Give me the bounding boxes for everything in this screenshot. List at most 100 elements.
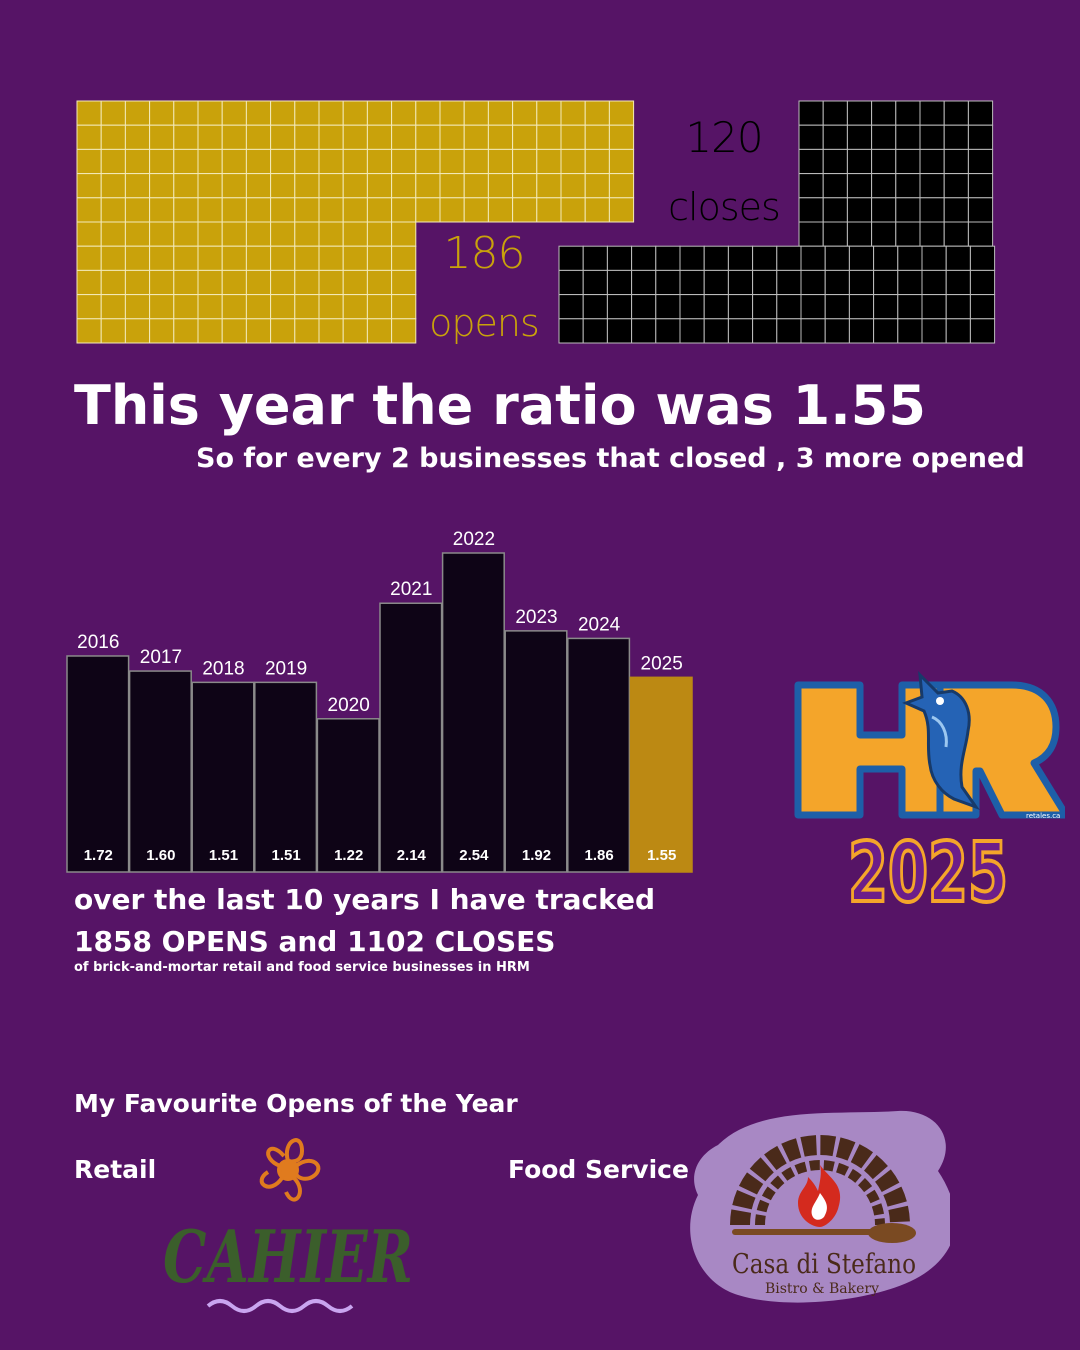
closes-cell [822, 100, 848, 126]
closes-count: 120 [685, 113, 762, 162]
closes-cell [969, 318, 996, 344]
opens-cell [439, 197, 465, 223]
opens-cell [608, 100, 635, 126]
bar-value-label: 2.54 [459, 847, 489, 864]
opens-cell [173, 148, 199, 175]
opens-cell [221, 197, 247, 223]
closes-cell [895, 221, 921, 247]
opens-cell [391, 269, 417, 296]
opens-cell [173, 197, 199, 223]
closes-cell [921, 318, 947, 344]
opens-cell [294, 100, 320, 126]
closes-cell [848, 245, 875, 271]
closes-cell [871, 197, 897, 223]
closes-cell [919, 148, 945, 175]
opens-cell [391, 245, 417, 271]
bar-2019 [254, 681, 318, 873]
closes-cell [558, 245, 584, 271]
closes-waffle-grid [558, 100, 996, 344]
opens-cell [197, 173, 223, 199]
closes-cell [582, 318, 608, 344]
bar-value-label: 1.51 [271, 847, 300, 864]
closes-cell [967, 173, 994, 199]
closes-cell [798, 124, 824, 150]
bar-2020 [316, 718, 380, 873]
waffle-chart: 186 opens 120 closes [76, 100, 996, 345]
opens-cell [366, 173, 393, 199]
bar-value-label: 1.72 [84, 847, 113, 864]
bar-year-label: 2018 [202, 658, 244, 679]
summary-line-1: over the last 10 years I have tracked [74, 883, 656, 916]
opens-cell [245, 124, 272, 150]
closes-cell [822, 173, 848, 199]
bar-2017 [128, 670, 192, 873]
opens-cell [512, 100, 538, 126]
opens-cell [584, 148, 610, 175]
closes-cell [967, 197, 994, 223]
closes-cell [822, 221, 848, 247]
opens-cell [487, 197, 514, 223]
opens-cell [294, 245, 320, 271]
opens-cell [124, 245, 151, 271]
casa-wordmark: Casa di Stefano [732, 1249, 916, 1280]
closes-cell [943, 173, 969, 199]
summary-line-2: 1858 OPENS and 1102 CLOSES [74, 925, 556, 958]
closes-cell [679, 245, 705, 271]
opens-cell [560, 148, 586, 175]
opens-cell [366, 124, 393, 150]
opens-cell [173, 173, 199, 199]
hr-logo-small-text: retales.ca [1026, 812, 1060, 820]
closes-cell [897, 294, 923, 320]
closes-cell [752, 269, 778, 296]
pizza-peel-icon [732, 1223, 916, 1243]
closes-cell [967, 100, 994, 126]
opens-cell [391, 221, 417, 247]
opens-cell [415, 197, 441, 223]
opens-cell [512, 197, 538, 223]
opens-cell [197, 221, 223, 247]
bar-value-label: 1.22 [334, 847, 363, 864]
opens-label: opens [429, 301, 539, 345]
closes-cell [606, 318, 633, 344]
opens-cell [318, 221, 344, 247]
closes-cell [824, 318, 850, 344]
bar-value-label: 1.55 [647, 847, 676, 864]
bar-2021 [379, 602, 443, 873]
bar-value-label: 2.14 [397, 847, 427, 864]
opens-cell [391, 100, 417, 126]
closes-cell [895, 173, 921, 199]
opens-cell [173, 245, 199, 271]
opens-cell [342, 173, 368, 199]
closes-cell [558, 318, 584, 344]
headline: This year the ratio was 1.55 [74, 374, 926, 437]
opens-cell [463, 197, 489, 223]
opens-cell [173, 221, 199, 247]
opens-cell [584, 124, 610, 150]
closes-cell [873, 269, 899, 296]
opens-cell [318, 318, 344, 344]
opens-cell [270, 173, 296, 199]
opens-cell [608, 197, 635, 223]
oven-arch-icon [730, 1135, 910, 1226]
hr-2025-logo: retales.ca 2025 [794, 671, 1065, 915]
opens-cell [197, 197, 223, 223]
opens-cell [197, 318, 223, 344]
opens-cell [173, 318, 199, 344]
closes-cell [824, 269, 850, 296]
bar-2022 [441, 552, 505, 873]
casa-subtitle: Bistro & Bakery [765, 1281, 879, 1297]
closes-cell [919, 100, 945, 126]
food-service-label: Food Service [508, 1155, 689, 1184]
bar-value-label: 1.51 [209, 847, 238, 864]
opens-cell [221, 269, 247, 296]
bar-2016 [66, 655, 130, 873]
opens-cell [76, 221, 102, 247]
opens-cell [197, 269, 223, 296]
closes-cell [967, 124, 994, 150]
opens-cell [342, 221, 368, 247]
opens-cell [149, 294, 175, 320]
opens-cell [342, 269, 368, 296]
opens-cell [245, 173, 272, 199]
closes-cell [897, 269, 923, 296]
closes-cell [943, 148, 969, 175]
